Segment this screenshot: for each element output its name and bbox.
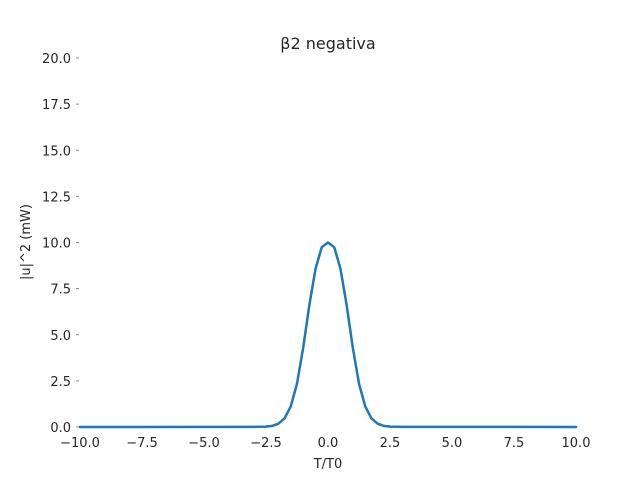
y-axis-label: |u|^2 (mW)	[19, 204, 34, 280]
x-tick-label: 0.0	[318, 436, 339, 451]
x-tick-label: −7.5	[126, 436, 158, 451]
x-tick-label: 7.5	[504, 436, 525, 451]
series-line	[78, 241, 578, 429]
y-tick-label: 5.0	[50, 329, 71, 344]
x-tick-label: −10.0	[60, 436, 100, 451]
y-tick-label: 7.5	[50, 283, 71, 298]
y-tick-label: 17.5	[42, 98, 71, 113]
y-tick-label: 0.0	[50, 421, 71, 436]
x-tick-label: −2.5	[250, 436, 282, 451]
y-tick-label: 10.0	[42, 237, 71, 252]
plot-area	[78, 241, 578, 429]
y-tick-label: 15.0	[42, 144, 71, 159]
chart-title: β2 negativa	[280, 34, 375, 53]
y-tick-label: 12.5	[42, 190, 71, 205]
x-axis: −10.0 −7.5 −5.0 −2.5 0.0 2.5 5.0 7.5 10.0	[60, 436, 590, 451]
y-axis: 0.0 2.5 5.0 7.5 10.0 12.5 15.0 17.5 20.0	[42, 52, 79, 436]
x-tick-label: 2.5	[380, 436, 401, 451]
y-tick-label: 2.5	[50, 375, 71, 390]
y-tick-label: 20.0	[42, 52, 71, 67]
x-tick-label: −5.0	[188, 436, 220, 451]
x-tick-label: 5.0	[442, 436, 463, 451]
x-axis-label: T/T0	[313, 457, 343, 472]
x-tick-label: 10.0	[562, 436, 591, 451]
